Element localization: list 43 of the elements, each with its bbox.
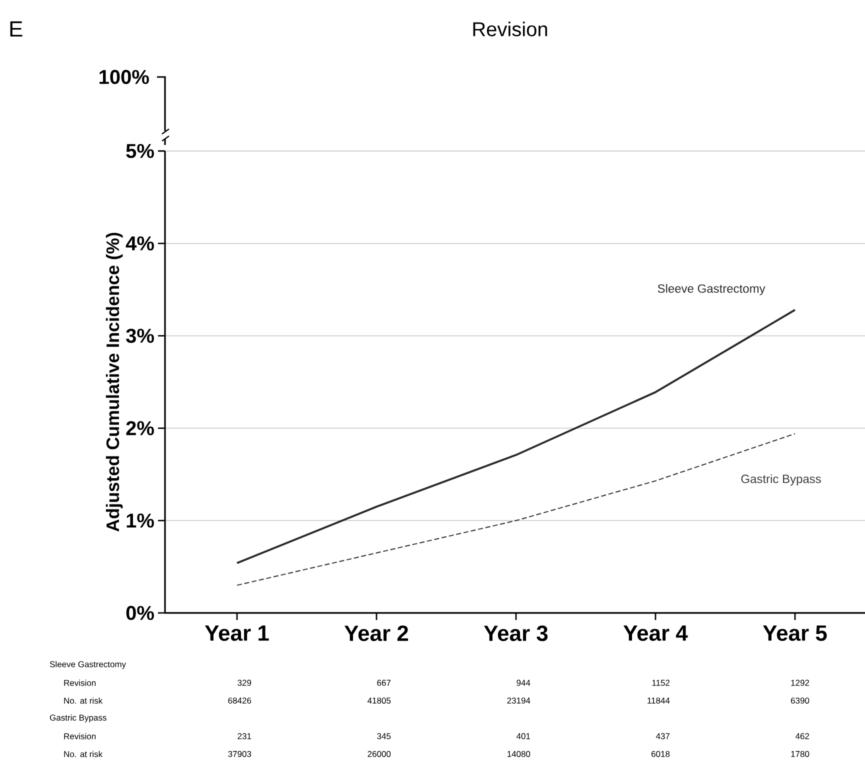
text: 345 xyxy=(377,733,391,740)
text: 6390 xyxy=(791,698,810,704)
text: Sleeve Gastrectomy xyxy=(50,661,126,669)
text: 37903 xyxy=(228,750,252,757)
text: Revision xyxy=(64,733,96,740)
text: 437 xyxy=(656,733,670,740)
x-tick-label: Year 1 xyxy=(204,626,269,641)
x-tick-label: Year 2 xyxy=(344,626,408,642)
y-tick-label: 5% xyxy=(126,144,154,158)
text: 41805 xyxy=(368,698,391,704)
y-tick-label: 0% xyxy=(126,606,154,620)
y-tick-label: 2% xyxy=(126,421,154,436)
y-tick-label: 1% xyxy=(126,514,154,528)
text: 1152 xyxy=(652,680,670,686)
y-tick-label: 3% xyxy=(126,328,154,343)
text: 329 xyxy=(238,680,252,686)
text: 944 xyxy=(516,680,530,686)
text: Gastric Bypass xyxy=(50,714,106,722)
text: Sleeve Gastrectomy xyxy=(658,284,766,296)
text: 1292 xyxy=(791,680,810,686)
text: 14080 xyxy=(507,750,530,757)
text: 100% xyxy=(100,70,149,84)
text: 231 xyxy=(238,733,252,740)
x-tick-label: Year 4 xyxy=(623,626,688,641)
series-label: Gastric Bypass xyxy=(741,474,821,486)
x-tick-label: Year 3 xyxy=(484,626,548,642)
text: 6018 xyxy=(652,750,670,757)
y-tick-label: 4% xyxy=(126,236,154,250)
text: No. at risk xyxy=(64,750,103,758)
text: No. at risk xyxy=(64,697,103,704)
text: 667 xyxy=(377,680,391,686)
y-axis-title: Adjusted Cumulative Incidence (%) xyxy=(106,232,123,532)
text: 26000 xyxy=(368,750,391,757)
text: 11844 xyxy=(648,698,670,704)
text: 1780 xyxy=(791,750,810,757)
text: 23194 xyxy=(507,698,530,704)
text: 401 xyxy=(516,733,530,740)
text: Revision xyxy=(64,680,96,686)
text: 68426 xyxy=(228,698,252,704)
chart-title: Revision xyxy=(473,22,548,36)
x-tick-label: Year 5 xyxy=(762,626,827,641)
text: E xyxy=(10,21,22,37)
text: 462 xyxy=(795,733,810,740)
